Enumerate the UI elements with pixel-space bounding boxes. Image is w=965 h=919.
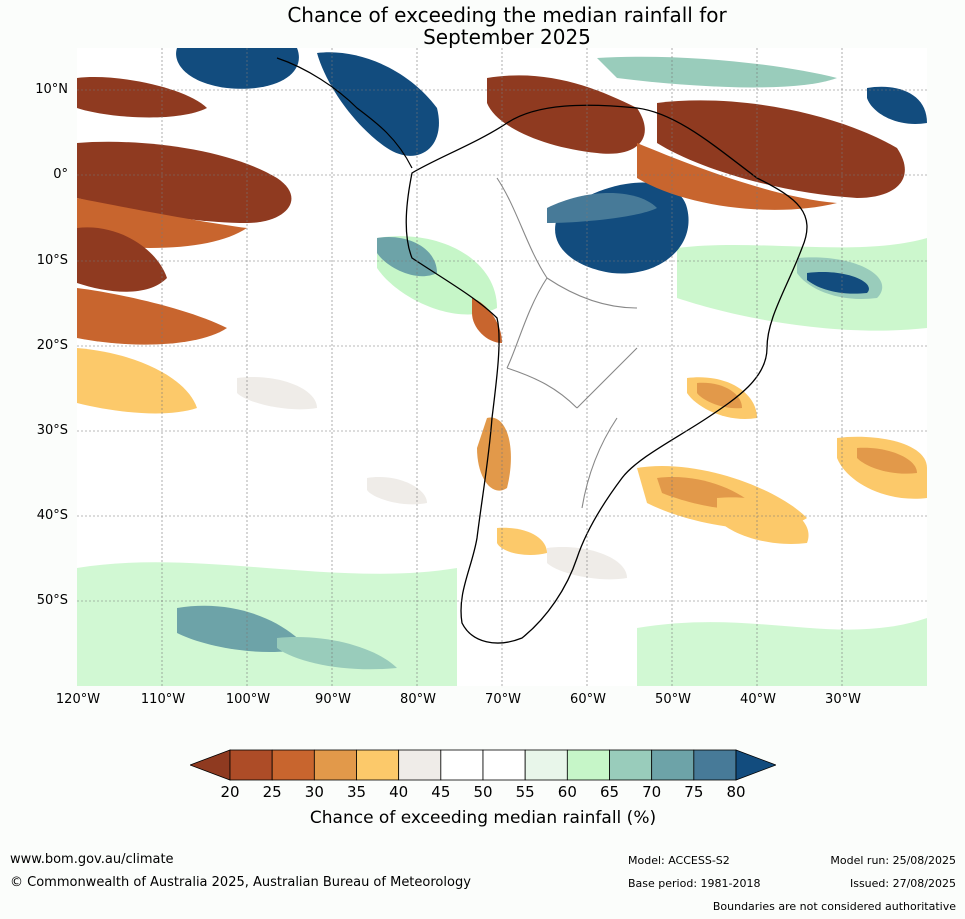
colorbar-segments	[190, 749, 776, 781]
colorbar-arrow-high	[735, 749, 776, 781]
patch-navy-northwest	[176, 48, 299, 89]
patch-orange-atlantic	[637, 143, 837, 210]
colorbar-tick-label: 35	[346, 783, 367, 801]
lat-label-0: 0°	[53, 167, 68, 182]
colorbar-tick-label: 60	[557, 783, 577, 801]
colorbar-segment	[271, 749, 315, 781]
patch-teal-amazon	[547, 193, 657, 223]
colorbar-arrow-low	[190, 749, 231, 781]
patch-brown-northwest	[77, 77, 207, 118]
map-title: Chance of exceeding the median rainfall …	[0, 4, 965, 48]
patch-neutral-1	[237, 377, 317, 410]
patch-teal-south-2	[277, 637, 397, 670]
lat-label-30s: 30°S	[36, 423, 68, 438]
colorbar-tick-label: 40	[389, 783, 409, 801]
title-line-1: Chance of exceeding the median rainfall …	[287, 3, 727, 27]
footer-base-period: Base period: 1981-2018	[628, 877, 761, 890]
lon-label-120w: 120°W	[55, 692, 101, 707]
country-borders	[496, 177, 638, 509]
colorbar-segment	[693, 749, 737, 781]
patch-gold-peru	[472, 298, 502, 343]
lon-label-110w: 110°W	[140, 692, 186, 707]
lon-label-50w: 50°W	[655, 692, 691, 707]
colorbar-segment	[609, 749, 653, 781]
patch-navy-caribbean	[317, 52, 439, 156]
patch-gold-argentina	[497, 527, 547, 555]
lat-label-10n: 10°N	[35, 82, 68, 97]
colorbar-segment	[524, 749, 568, 781]
colorbar-segment	[482, 749, 526, 781]
lat-label-50s: 50°S	[36, 593, 68, 608]
colorbar-tick-label: 20	[220, 783, 240, 801]
anomaly-patches	[77, 48, 927, 686]
patch-brown-west	[77, 227, 167, 292]
lat-label-40s: 40°S	[36, 508, 68, 523]
lon-label-60w: 60°W	[570, 692, 606, 707]
colorbar-tick-label: 70	[642, 783, 662, 801]
colorbar-tick-label: 65	[599, 783, 620, 801]
gridlines	[77, 48, 927, 686]
lon-label-90w: 90°W	[315, 692, 351, 707]
patch-teal-pacific	[377, 237, 437, 277]
colorbar-tick-label: 75	[684, 783, 704, 801]
patch-brown-east-pacific	[77, 141, 292, 223]
south-america-land	[405, 104, 808, 644]
footer-disclaimer: Boundaries are not considered authoritat…	[712, 900, 956, 913]
colorbar-segment	[229, 749, 273, 781]
colorbar-tick-label: 25	[262, 783, 282, 801]
lon-label-40w: 40°W	[740, 692, 776, 707]
colorbar-segment	[566, 749, 610, 781]
lon-label-80w: 80°W	[400, 692, 436, 707]
patch-orange-far-east	[857, 447, 917, 474]
colorbar-segment	[313, 749, 357, 781]
patch-gold-west	[77, 348, 197, 414]
patch-brown-venezuela	[487, 75, 645, 154]
rainfall-map	[77, 48, 927, 686]
colorbar-tick-label: 55	[515, 783, 535, 801]
lon-label-30w: 30°W	[825, 692, 861, 707]
colorbar-segment	[440, 749, 484, 781]
lat-label-10s: 10°S	[36, 253, 68, 268]
colorbar-segment	[651, 749, 695, 781]
footer-model-run: Model run: 25/08/2025	[830, 854, 956, 867]
patch-orange-west	[77, 288, 227, 345]
colorbar-segment	[356, 749, 400, 781]
patch-teal-caribbean	[597, 56, 837, 88]
colorbar-label: Chance of exceeding median rainfall (%)	[309, 808, 657, 828]
footer-url: www.bom.gov.au/climate	[10, 852, 174, 867]
colorbar-tick-label: 30	[304, 783, 324, 801]
colorbar-segment	[398, 749, 442, 781]
lat-label-20s: 20°S	[36, 338, 68, 353]
colorbar-tick-label: 50	[473, 783, 493, 801]
colorbar	[190, 749, 776, 781]
lon-label-70w: 70°W	[485, 692, 521, 707]
patch-green-south-2	[637, 618, 927, 686]
central-america-land	[276, 57, 413, 169]
footer-copyright: © Commonwealth of Australia 2025, Austra…	[10, 875, 471, 890]
patch-neutral-2	[547, 547, 627, 580]
lon-label-100w: 100°W	[225, 692, 271, 707]
patch-green-mid-2	[677, 238, 927, 331]
title-line-2: September 2025	[423, 25, 591, 49]
footer-issued: Issued: 27/08/2025	[849, 877, 956, 890]
patch-neutral-3	[367, 477, 427, 505]
footer-model: Model: ACCESS-S2	[628, 854, 730, 867]
colorbar-tick-label: 80	[726, 783, 746, 801]
colorbar-tick-label: 45	[431, 783, 451, 801]
patch-brown-atlantic	[657, 100, 905, 198]
patch-navy-east	[807, 272, 869, 294]
patch-gold-mid-atlantic	[717, 497, 809, 544]
patch-teal-south	[177, 605, 307, 653]
patch-navy-east-north	[867, 86, 927, 124]
